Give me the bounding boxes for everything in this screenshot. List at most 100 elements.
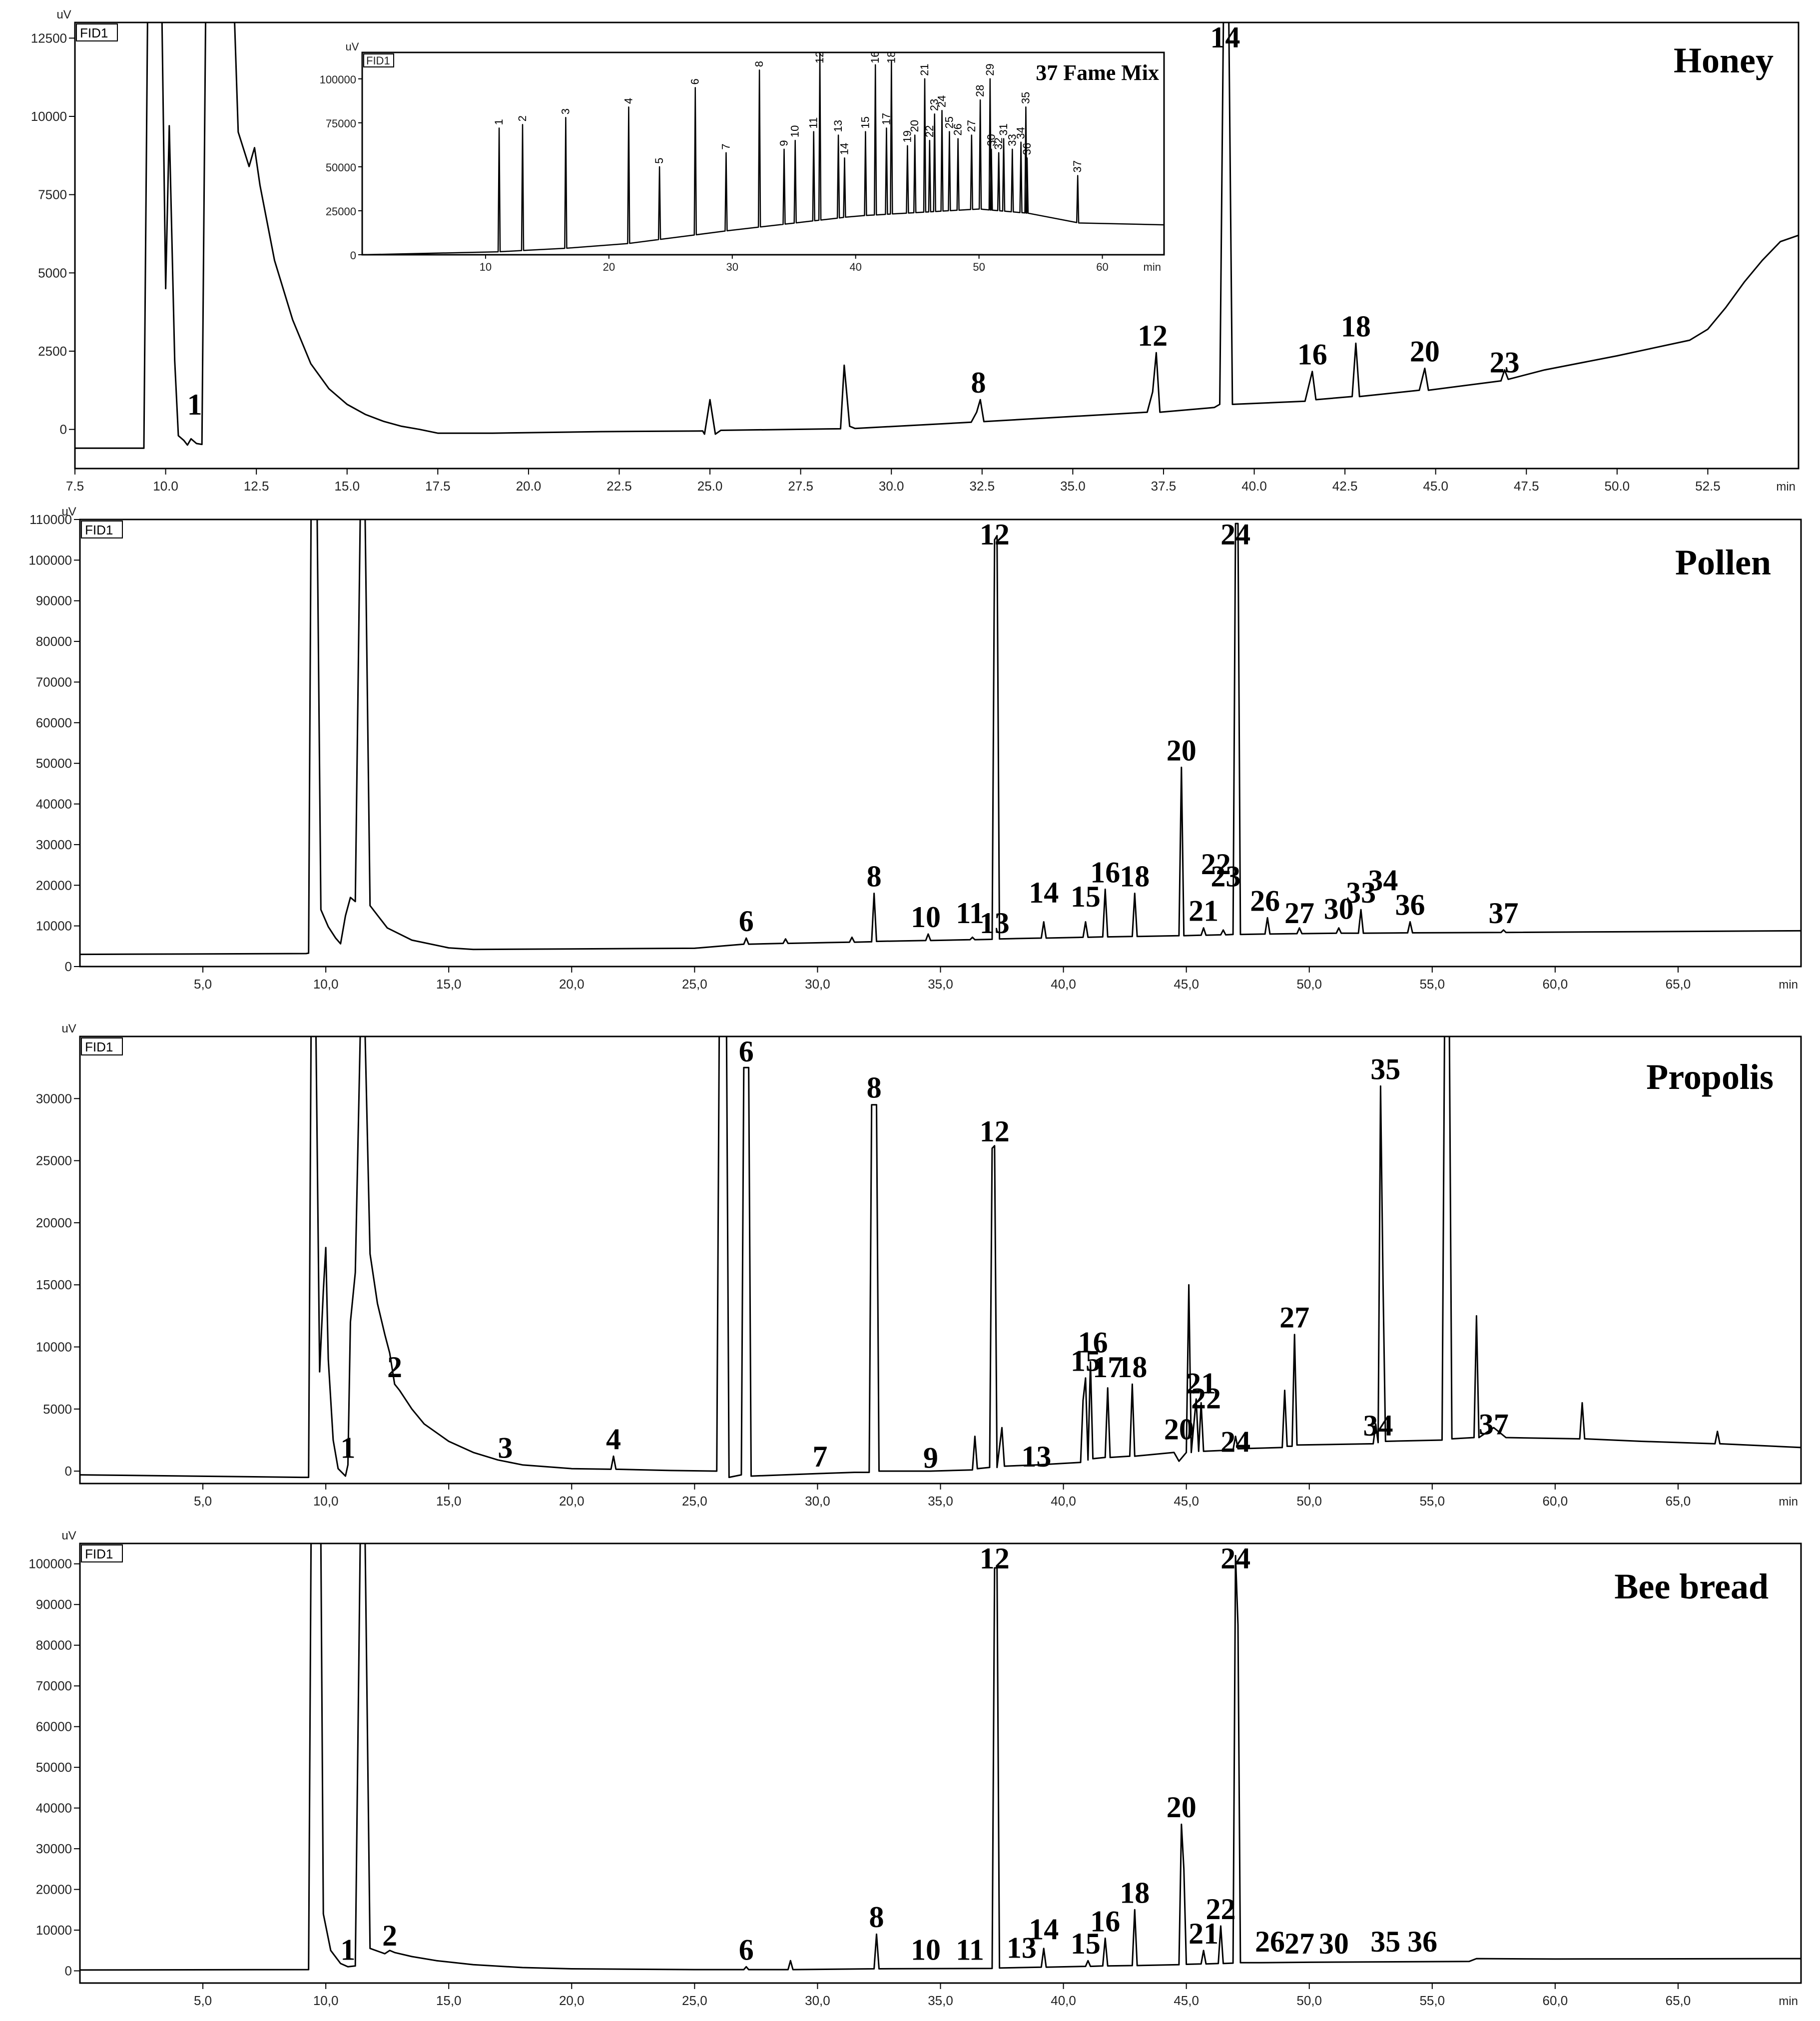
honey-trace (75, 21, 1799, 449)
peak-label: 7 (812, 1440, 827, 1473)
propolis-axes: 5,0 10,0 15,0 20,0 25,0 30,0 35,0 40,0 45,0 50,0 5… (36, 1022, 1798, 1509)
pollen-y-tick-label: 40000 (36, 797, 72, 812)
fame-peak-label: 11 (807, 117, 820, 129)
fame-mix-x-tick-label: 40 (849, 261, 861, 273)
pollen-y-tick-label: 50000 (36, 756, 72, 771)
bee-bread-y-tick-label: 100000 (28, 1556, 72, 1571)
propolis-signal-label-box (81, 1037, 123, 1055)
peak-label: 18 (1117, 1351, 1147, 1384)
peak-label: 15 (1071, 1927, 1101, 1960)
honey-x-tick-label: 35.0 (1060, 479, 1086, 494)
propolis-y-tick-label: 20000 (36, 1215, 72, 1230)
fame-mix-y-tick-label: 0 (350, 249, 356, 262)
peak-label: 1 (340, 1432, 355, 1465)
fame-peak-label: 35 (1019, 92, 1032, 104)
propolis-x-unit: min (1779, 1495, 1798, 1509)
peak-label: 3 (498, 1432, 513, 1465)
peak-label: 8 (869, 1901, 884, 1934)
fame-peak-label: 31 (997, 123, 1010, 135)
pollen-plot-frame (79, 518, 1802, 968)
fame-peak-label: 37 (1071, 160, 1084, 172)
bee-bread-x-tick-label: 45,0 (1174, 1993, 1199, 2008)
peak-label: 20 (1410, 335, 1440, 368)
pollen-x-tick-label: 10,0 (313, 977, 339, 992)
honey-x-tick-label: 17.5 (425, 479, 451, 494)
bee-bread-x-tick-label: 5,0 (194, 1993, 212, 2008)
fame-mix-title: 37 Fame Mix (1036, 60, 1159, 85)
pollen-x-tick-label: 30,0 (805, 977, 830, 992)
pollen-y-tick-label: 10000 (36, 919, 72, 934)
honey-x-tick-label: 45.0 (1423, 479, 1448, 494)
honey-x-tick-label: 37.5 (1151, 479, 1177, 494)
propolis-x-tick-label: 10,0 (313, 1494, 339, 1509)
peak-label: 23 (1211, 860, 1240, 893)
peak-label: 23 (1490, 346, 1520, 379)
bee-bread-y-tick-label: 30000 (36, 1841, 72, 1856)
bee-bread-x-tick-label: 35,0 (928, 1993, 953, 2008)
bee-bread-x-unit: min (1779, 1995, 1798, 2008)
bee-bread-y-unit: uV (61, 1529, 76, 1542)
honey-y-tick-label: 5000 (38, 265, 67, 280)
fame-peak-label: 30 (985, 134, 997, 146)
fame-mix-x-tick-label: 50 (973, 261, 985, 273)
fame-peak-label: 12 (813, 51, 826, 63)
peak-label: 8 (867, 860, 882, 893)
honey-x-tick-label: 50.0 (1605, 479, 1630, 494)
peak-label: 34 (1368, 864, 1398, 897)
peak-label: 37 (1479, 1408, 1509, 1441)
fame-mix-x-unit: min (1144, 261, 1161, 273)
fame-peak-label: 22 (923, 125, 936, 137)
honey-x-tick-label: 15.0 (334, 479, 360, 494)
pollen-title: Pollen (1675, 542, 1771, 582)
propolis-plot-frame (79, 1035, 1802, 1485)
pollen-y-tick-label: 20000 (36, 878, 72, 893)
propolis-x-tick-label: 5,0 (194, 1494, 212, 1509)
propolis-x-tick-label: 25,0 (682, 1494, 707, 1509)
peak-label: 9 (923, 1442, 938, 1475)
fame-peak-label: 17 (880, 113, 892, 125)
peak-label: 36 (1395, 889, 1425, 922)
honey-y-tick-label: 12500 (31, 30, 67, 45)
peak-label: 30 (1324, 893, 1354, 926)
panel-fame-mix-inset: 10 20 30 40 50 60 min 0 25000 50000 75000 100000 uV F… (320, 40, 1165, 273)
propolis-title: Propolis (1646, 1057, 1774, 1097)
bee-bread-x-tick-label: 40,0 (1051, 1993, 1076, 2008)
panel-pollen: 5,0 10,0 15,0 20,0 25,0 30,0 35,0 40,0 45,0 50,0 5… (28, 505, 1802, 992)
bee-bread-y-tick-label: 70000 (36, 1678, 72, 1693)
fame-peak-label: 14 (838, 143, 850, 155)
peak-label: 22 (1191, 1382, 1221, 1415)
bee-bread-y-tick-label: 10000 (36, 1923, 72, 1938)
bee-bread-x-tick-label: 25,0 (682, 1993, 707, 2008)
propolis-trace (79, 1035, 1802, 1479)
honey-axes: 7.5 10.0 12.5 15.0 17.5 20.0 22.5 25.0 27.5 30.0 3… (31, 8, 1796, 494)
bee-bread-y-tick-label: 40000 (36, 1801, 72, 1816)
honey-x-tick-label: 22.5 (607, 479, 632, 494)
honey-y-tick-label: 7500 (38, 187, 67, 202)
fame-peak-label: 19 (901, 130, 913, 142)
peak-label: 20 (1167, 734, 1197, 767)
peak-label: 17 (1093, 1351, 1123, 1384)
pollen-x-tick-label: 50,0 (1296, 977, 1322, 992)
fame-peak-label: 1 (493, 119, 505, 125)
peak-label: 20 (1167, 1791, 1197, 1824)
propolis-y-tick-label: 15000 (36, 1277, 72, 1292)
fame-mix-x-tick-label: 10 (480, 261, 492, 273)
peak-label: 4 (606, 1423, 621, 1456)
pollen-y-tick-label: 60000 (36, 715, 72, 730)
peak-label: 2 (382, 1919, 397, 1952)
fame-peak-label: 21 (918, 63, 931, 75)
fame-mix-axes: 10 20 30 40 50 60 min 0 25000 50000 75000 100000 uV F… (320, 40, 1161, 273)
fame-peak-label: 18 (885, 51, 897, 63)
pollen-x-unit: min (1779, 978, 1798, 992)
bee-bread-title: Bee bread (1614, 1566, 1769, 1606)
fame-mix-x-tick-label: 20 (603, 261, 615, 273)
peak-label: 36 (1407, 1925, 1437, 1958)
fame-peak-label: 3 (559, 108, 572, 114)
propolis-y-tick-label: 30000 (36, 1091, 72, 1106)
fame-peak-label: 34 (1015, 127, 1027, 139)
fame-peak-label: 23 (928, 99, 941, 111)
honey-x-tick-label: 47.5 (1514, 479, 1539, 494)
honey-x-tick-label: 27.5 (788, 479, 813, 494)
pollen-x-tick-label: 5,0 (194, 977, 212, 992)
peak-label: 26 (1255, 1925, 1285, 1958)
